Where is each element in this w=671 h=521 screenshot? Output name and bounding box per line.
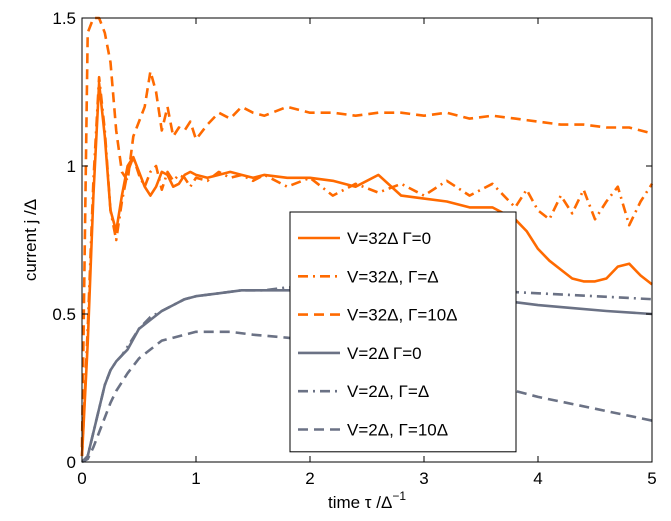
x-tick-label: 4 — [533, 469, 542, 488]
x-axis-label-text: time τ /Δ — [328, 493, 392, 512]
legend-label-3: V=32Δ, Γ=10Δ — [347, 306, 458, 325]
x-tick-label: 1 — [191, 469, 200, 488]
legend: V=32Δ Γ=0 V=32Δ, Γ=Δ V=32Δ, Γ=10Δ V=2Δ Γ=0 V… — [289, 211, 517, 453]
y-axis-label: current j /Δ — [21, 199, 40, 281]
legend-label-4: V=2Δ Γ=0 — [347, 344, 422, 363]
legend-label-1: V=32Δ Γ=0 — [347, 229, 431, 248]
x-tick-label: 3 — [419, 469, 428, 488]
y-tick-label: 1.5 — [52, 9, 76, 28]
y-tick-label: 0 — [67, 453, 76, 472]
series-line-1 — [80, 81, 653, 457]
series-line-3 — [80, 16, 653, 448]
series-line-2 — [80, 75, 654, 457]
legend-label-2: V=32Δ, Γ=Δ — [347, 267, 439, 286]
series-line-6 — [81, 330, 653, 464]
axes-box — [81, 17, 653, 463]
y-tick-label: 1 — [67, 157, 76, 176]
legend-label-5: V=2Δ, Γ=Δ — [347, 382, 429, 401]
x-axis-label-superscript: −1 — [392, 489, 406, 503]
x-tick-label: 0 — [77, 469, 86, 488]
tick-layer: 0 1 2 3 4 5 0 0.5 1 1.5 — [52, 9, 656, 488]
x-axis-label: time τ /Δ−1 — [328, 489, 406, 512]
x-tick-label: 2 — [305, 469, 314, 488]
x-tick-label: 5 — [647, 469, 656, 488]
legend-label-6: V=2Δ, Γ=10Δ — [347, 421, 448, 440]
legend-box — [289, 211, 517, 453]
y-tick-label: 0.5 — [52, 305, 76, 324]
